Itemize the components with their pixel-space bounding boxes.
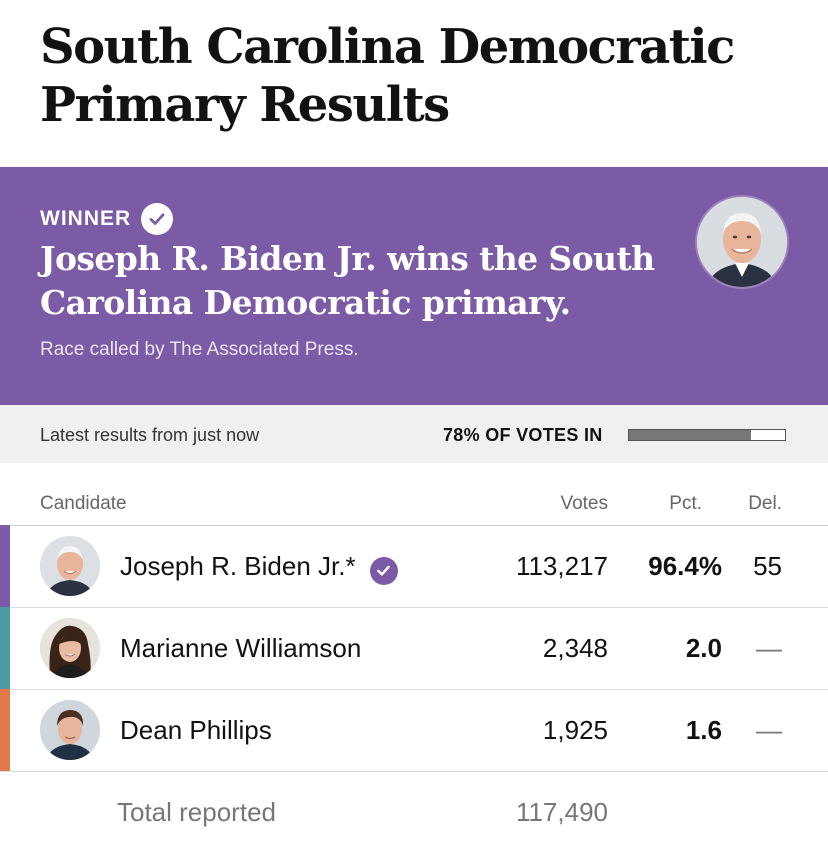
candidate-votes: 113,217 — [515, 551, 608, 581]
header-votes: Votes — [560, 493, 608, 514]
page-title: South Carolina Democratic Primary Result… — [40, 19, 735, 133]
latest-results-text: Latest results from just now — [40, 425, 260, 445]
reporting-progress-fill — [629, 430, 751, 440]
votes-in-label: 78% OF VOTES IN — [443, 425, 603, 445]
candidate-name: Marianne Williamson — [120, 633, 362, 663]
winner-avatar — [697, 197, 787, 287]
winner-row: WINNER — [40, 203, 174, 235]
party-color-bar — [0, 525, 10, 607]
winner-headline: Joseph R. Biden Jr. wins the South Carol… — [40, 239, 655, 322]
race-called-note: Race called by The Associated Press. — [40, 339, 359, 360]
candidate-name: Dean Phillips — [120, 715, 272, 745]
candidate-votes: 2,348 — [542, 633, 608, 663]
header-del: Del. — [748, 493, 782, 514]
checkmark-icon — [141, 203, 174, 235]
candidate-name: Joseph R. Biden Jr.* — [120, 551, 398, 585]
header-candidate: Candidate — [40, 493, 127, 514]
results-status-bar: Latest results from just now 78% OF VOTE… — [0, 405, 828, 463]
candidate-pct: 2.0 — [685, 633, 722, 663]
winner-banner: WINNER Joseph R. Biden Jr. wins the Sout… — [0, 167, 828, 405]
total-label: Total reported — [117, 797, 276, 827]
candidate-delegates: 55 — [753, 551, 782, 581]
table-row: Marianne Williamson 2,348 2.0 — — [0, 607, 828, 690]
table-row: Joseph R. Biden Jr.* 113,217 96.4% 55 — [0, 525, 828, 608]
candidate-votes: 1,925 — [542, 715, 608, 745]
candidate-pct: 96.4% — [648, 551, 722, 581]
candidate-pct: 1.6 — [685, 715, 722, 745]
phillips-avatar — [40, 700, 100, 760]
table-row: Dean Phillips 1,925 1.6 — — [0, 689, 828, 772]
reporting-progress-bar — [628, 429, 786, 441]
header-pct: Pct. — [669, 493, 702, 514]
candidate-delegates: — — [756, 633, 782, 663]
total-votes: 117,490 — [515, 797, 608, 827]
candidate-delegates: — — [756, 715, 782, 745]
total-row: Total reported 117,490 — [0, 771, 828, 854]
party-color-bar — [0, 689, 10, 771]
winner-check-icon — [369, 556, 398, 585]
williamson-avatar — [40, 618, 100, 678]
candidate-name-text: Joseph R. Biden Jr.* — [120, 551, 356, 581]
biden-avatar — [40, 536, 100, 596]
winner-label: WINNER — [40, 207, 132, 230]
party-color-bar — [0, 607, 10, 689]
table-header: Candidate Votes Pct. Del. — [0, 463, 828, 526]
